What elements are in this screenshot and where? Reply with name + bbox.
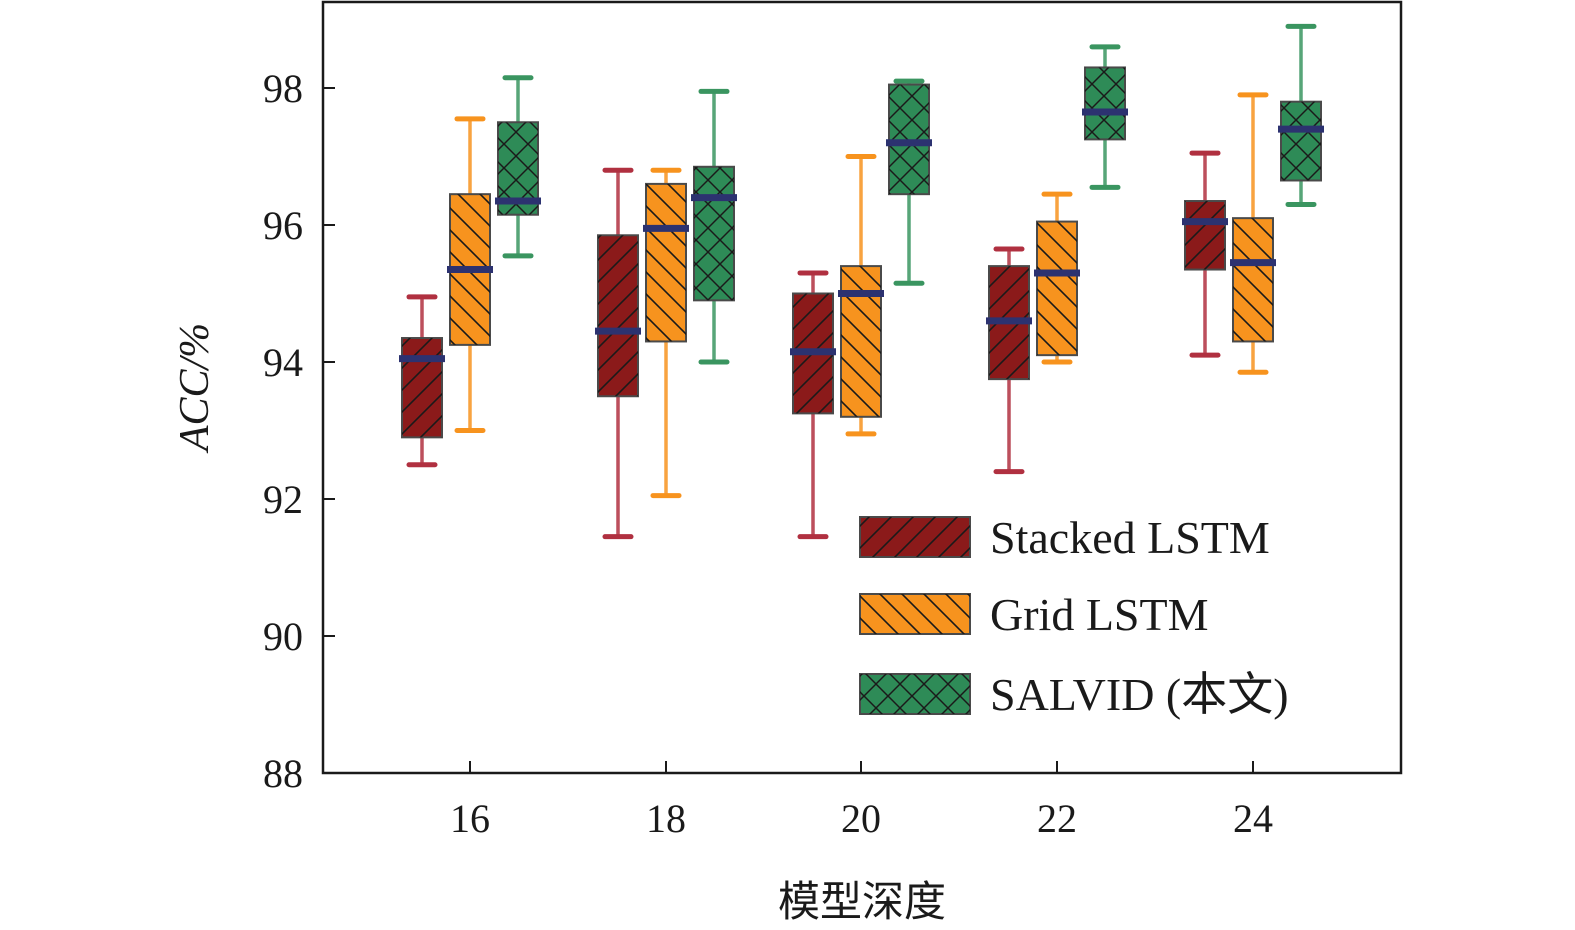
iqr-hatch [1037,221,1077,356]
x-tick-label: 24 [1233,796,1273,841]
legend-item-1: Grid LSTM [859,589,1209,640]
y-tick-label: 98 [263,66,303,111]
iqr-hatch [598,235,638,397]
box-1-1 [643,167,689,499]
box-0-4 [1182,150,1228,358]
legend-item-2: SALVID (本文) [859,669,1289,720]
box-1-4 [1230,92,1276,375]
iqr-hatch [1185,201,1225,270]
iqr-hatch [1085,67,1125,140]
legend-swatch-hatch [860,517,970,557]
iqr-hatch [402,338,442,438]
legend-label: Grid LSTM [990,589,1209,640]
chart-axes: 88 90 92 94 96 98 16 18 20 22 24 [263,66,1273,841]
legend-label: SALVID (本文) [990,669,1289,720]
x-axis-title: 模型深度 [778,880,946,926]
iqr-hatch [1281,101,1321,181]
iqr-hatch [694,166,734,301]
y-tick-label: 92 [263,477,303,522]
iqr-hatch [646,183,686,342]
x-tick-label: 16 [450,796,490,841]
x-tick-label: 20 [841,796,881,841]
legend-swatch-hatch [860,594,970,634]
box-0-2 [790,270,836,540]
box-0-3 [986,246,1032,475]
iqr-hatch [1233,218,1273,342]
legend-swatch-hatch [860,674,970,714]
box-2-0 [495,75,541,259]
chart-marks [399,23,1324,540]
box-0-0 [399,294,445,468]
y-axis-title: ACC/% [172,323,218,454]
x-tick-label: 18 [646,796,686,841]
box-2-2 [886,78,932,286]
legend-item-0: Stacked LSTM [859,512,1270,563]
legend: Stacked LSTM Grid LSTM SALVID (本文) [859,512,1289,720]
box-2-3 [1082,44,1128,190]
y-tick-label: 90 [263,614,303,659]
box-2-1 [691,88,737,365]
iqr-hatch [841,266,881,417]
x-tick-label: 22 [1037,796,1077,841]
y-tick-label: 96 [263,203,303,248]
box-1-2 [838,154,884,437]
y-tick-label: 88 [263,751,303,796]
legend-label: Stacked LSTM [990,512,1270,563]
box-1-3 [1034,191,1080,365]
box-2-4 [1278,23,1324,207]
box-1-0 [447,116,493,433]
y-tick-label: 94 [263,340,303,385]
box-0-1 [595,167,641,540]
